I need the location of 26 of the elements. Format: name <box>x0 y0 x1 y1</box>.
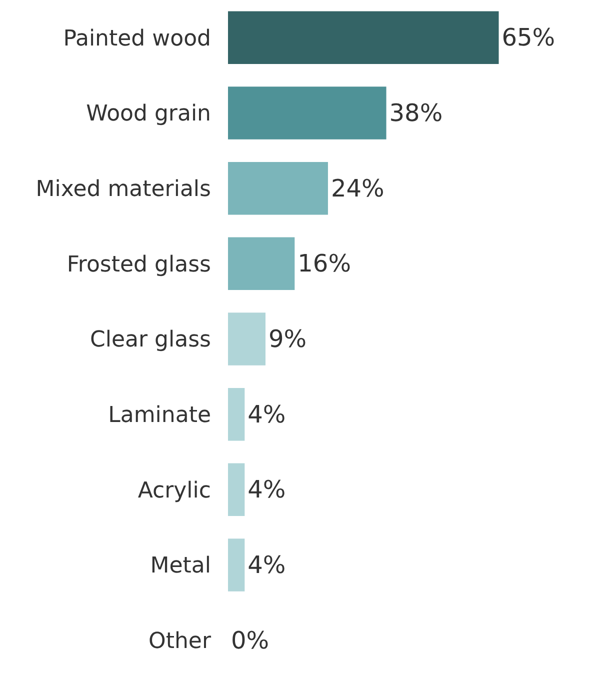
data-label: 65% <box>502 24 556 52</box>
y-tick-label: Laminate <box>108 403 211 428</box>
data-label: 24% <box>330 174 384 202</box>
bar <box>228 162 328 215</box>
data-label: 0% <box>231 626 270 654</box>
data-label: 4% <box>248 476 286 504</box>
y-tick-label: Frosted glass <box>66 252 211 278</box>
data-label: 9% <box>268 325 307 353</box>
bar <box>228 312 266 366</box>
y-tick-label: Metal <box>150 554 211 579</box>
y-tick-label: Mixed materials <box>36 177 211 202</box>
data-label: 16% <box>298 250 351 278</box>
y-tick-label: Wood grain <box>86 102 211 127</box>
data-label: 4% <box>248 400 286 428</box>
bar <box>228 237 295 290</box>
y-tick-label: Other <box>148 629 212 654</box>
bar <box>228 86 386 140</box>
y-tick-label: Painted wood <box>63 26 211 52</box>
bar <box>228 538 245 592</box>
y-tick-label: Clear glass <box>90 328 211 353</box>
y-tick-label: Acrylic <box>138 478 211 504</box>
bar <box>228 388 245 441</box>
data-label: 38% <box>389 99 443 127</box>
bar <box>228 11 499 64</box>
bar <box>228 463 245 516</box>
data-label: 4% <box>248 551 286 579</box>
